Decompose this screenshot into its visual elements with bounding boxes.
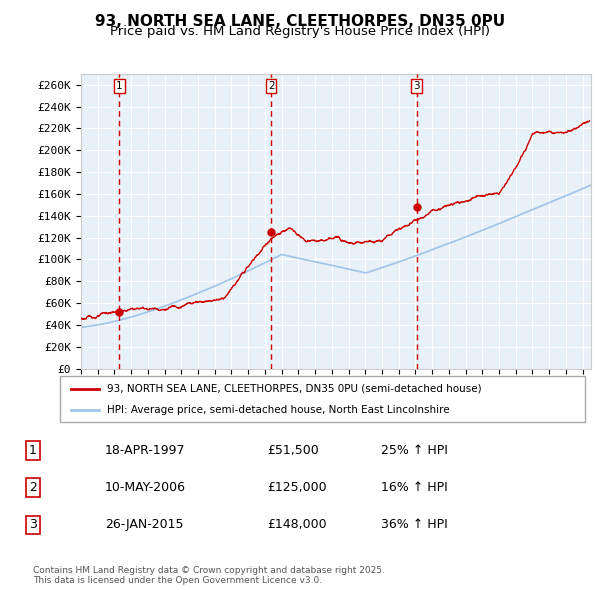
Text: 10-MAY-2006: 10-MAY-2006 xyxy=(105,481,186,494)
Text: £148,000: £148,000 xyxy=(267,518,326,532)
Text: 93, NORTH SEA LANE, CLEETHORPES, DN35 0PU: 93, NORTH SEA LANE, CLEETHORPES, DN35 0P… xyxy=(95,14,505,28)
Text: £125,000: £125,000 xyxy=(267,481,326,494)
Text: 25% ↑ HPI: 25% ↑ HPI xyxy=(381,444,448,457)
Text: 16% ↑ HPI: 16% ↑ HPI xyxy=(381,481,448,494)
Text: 3: 3 xyxy=(413,81,420,91)
Text: 3: 3 xyxy=(29,518,37,532)
Text: 36% ↑ HPI: 36% ↑ HPI xyxy=(381,518,448,532)
Text: HPI: Average price, semi-detached house, North East Lincolnshire: HPI: Average price, semi-detached house,… xyxy=(107,405,450,415)
Text: £51,500: £51,500 xyxy=(267,444,319,457)
FancyBboxPatch shape xyxy=(60,376,585,422)
Text: Price paid vs. HM Land Registry's House Price Index (HPI): Price paid vs. HM Land Registry's House … xyxy=(110,25,490,38)
Text: 2: 2 xyxy=(268,81,274,91)
Text: 26-JAN-2015: 26-JAN-2015 xyxy=(105,518,184,532)
Text: 18-APR-1997: 18-APR-1997 xyxy=(105,444,185,457)
Text: 2: 2 xyxy=(29,481,37,494)
Text: Contains HM Land Registry data © Crown copyright and database right 2025.
This d: Contains HM Land Registry data © Crown c… xyxy=(33,566,385,585)
Text: 1: 1 xyxy=(29,444,37,457)
Text: 1: 1 xyxy=(116,81,123,91)
Text: 93, NORTH SEA LANE, CLEETHORPES, DN35 0PU (semi-detached house): 93, NORTH SEA LANE, CLEETHORPES, DN35 0P… xyxy=(107,384,482,394)
